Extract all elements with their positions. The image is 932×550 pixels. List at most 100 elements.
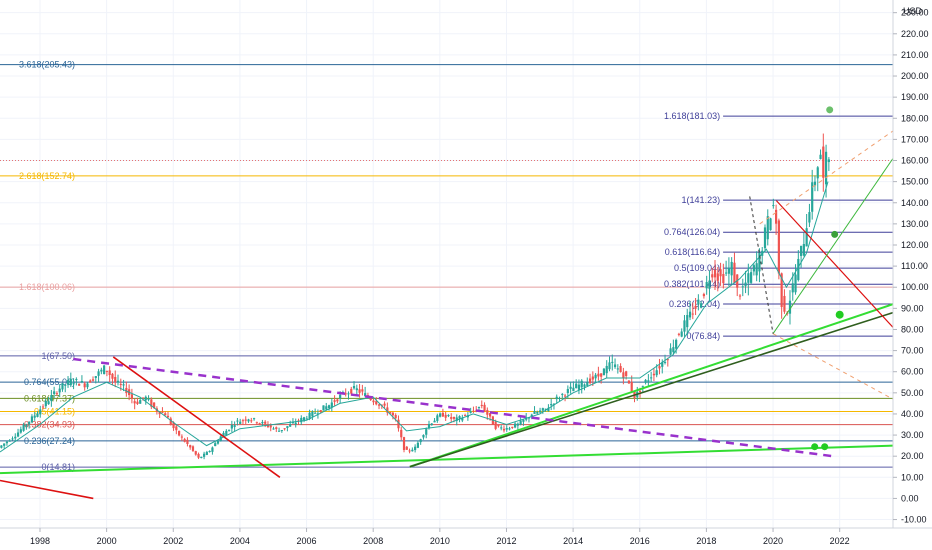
candle-body	[202, 453, 206, 457]
candle-body	[266, 424, 270, 427]
candle-body	[605, 365, 608, 374]
candle-body	[533, 411, 536, 414]
x-tick-label: 2018	[696, 536, 716, 546]
candle-body	[264, 421, 267, 424]
candle-body	[613, 364, 617, 368]
marker-dot	[826, 106, 834, 114]
candle-body	[150, 399, 153, 407]
candle-body	[572, 387, 575, 392]
trendline	[0, 444, 894, 475]
candle-body	[47, 401, 50, 405]
candle-body	[314, 412, 317, 414]
candle-body	[80, 381, 84, 383]
y-tick-label: 50.00	[901, 388, 924, 398]
candle-body	[272, 428, 275, 430]
candle-body	[69, 378, 72, 386]
candle-body	[797, 258, 800, 281]
trendline	[772, 333, 894, 400]
candle-body	[258, 423, 261, 425]
candle-body	[544, 408, 547, 410]
candle-body	[230, 424, 233, 429]
candle-body	[508, 428, 511, 430]
candle-body	[808, 212, 811, 223]
candle-body	[422, 435, 425, 438]
candle-body	[402, 437, 406, 450]
candle-body	[330, 402, 333, 408]
candle-body	[416, 442, 419, 448]
y-tick-label: 160.00	[901, 156, 929, 166]
candle-body	[225, 430, 228, 436]
candle-body	[569, 386, 572, 389]
candle-body	[30, 416, 34, 423]
candle-body	[33, 415, 36, 418]
candle-body	[819, 154, 822, 160]
candle-body	[802, 244, 805, 256]
candle-body	[119, 384, 122, 386]
y-tick-label: 140.00	[901, 198, 929, 208]
candle-body	[555, 396, 558, 400]
candle-body	[386, 407, 389, 413]
x-tick-label: 2000	[97, 536, 117, 546]
fib-level-label: 1(141.23)	[682, 195, 721, 205]
candle-body	[255, 422, 258, 424]
candle-body	[153, 402, 156, 408]
candle-body	[78, 383, 81, 386]
candle-body	[133, 401, 136, 404]
candle-body	[233, 425, 236, 428]
fib-level-label: 0.5(41.15)	[34, 407, 75, 417]
candle-body	[652, 373, 656, 376]
candle-body	[805, 228, 808, 247]
candle-body	[147, 398, 150, 400]
candle-body	[461, 417, 464, 421]
candle-body	[783, 295, 786, 312]
candle-body	[758, 252, 761, 272]
candle-body	[688, 311, 692, 318]
candle-body	[308, 412, 311, 419]
fib-level-label: 0.382(101.44)	[664, 279, 720, 289]
candle-body	[16, 432, 20, 437]
candle-body	[799, 245, 803, 256]
candle-body	[111, 373, 114, 379]
candle-body	[727, 267, 730, 274]
candle-body	[663, 362, 667, 364]
candle-body	[161, 411, 164, 413]
candle-body	[586, 382, 589, 386]
candle-body	[469, 411, 472, 413]
time-axis[interactable]: 1998 2000 2002 2004 2006 2008 2010 2012 2014 2016…	[30, 528, 850, 546]
fib-level-label: 0.5(109.04)	[674, 263, 720, 273]
candle-body	[722, 273, 725, 284]
candle-body	[627, 380, 631, 384]
candle-body	[25, 424, 28, 427]
marker-dot	[831, 230, 839, 238]
candle-body	[708, 280, 711, 289]
x-tick-label: 2014	[563, 536, 583, 546]
candle-body	[214, 443, 217, 447]
fib-level-label: 1.618(100.06)	[19, 282, 75, 292]
candle-body	[436, 415, 439, 421]
candle-body	[669, 348, 672, 355]
candle-body	[538, 410, 542, 413]
candle-body	[347, 393, 350, 395]
trendline	[759, 130, 894, 225]
candle-body	[208, 450, 211, 452]
candle-body	[500, 427, 503, 429]
candle-body	[705, 282, 708, 289]
fib-level-label: 1.618(181.03)	[664, 111, 720, 121]
candle-body	[105, 370, 109, 372]
candle-body	[822, 146, 825, 178]
candle-body	[494, 421, 497, 429]
candle-body	[558, 397, 561, 399]
candle-body	[755, 263, 758, 276]
price-axis[interactable]: 230.00 220.00 210.00 200.00 190.00 180.00 170.…	[893, 8, 929, 525]
candle-body	[352, 385, 356, 389]
candle-body	[563, 395, 567, 397]
candle-body	[53, 391, 56, 395]
y-tick-label: 210.00	[901, 50, 929, 60]
candle-body	[175, 426, 178, 431]
candle-body	[513, 423, 517, 428]
candle-body	[211, 447, 214, 452]
candle-body	[488, 413, 492, 417]
candle-body	[261, 422, 264, 424]
candle-body	[713, 269, 717, 278]
